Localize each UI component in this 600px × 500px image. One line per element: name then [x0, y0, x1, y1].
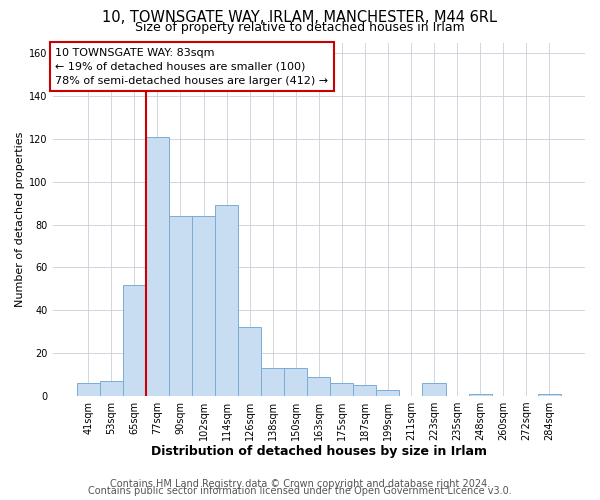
Bar	[353, 386, 376, 396]
Bar	[538, 394, 561, 396]
Bar	[422, 383, 446, 396]
Bar	[238, 328, 261, 396]
Bar	[307, 376, 330, 396]
Bar	[330, 383, 353, 396]
Bar	[376, 390, 400, 396]
Bar	[169, 216, 192, 396]
Bar	[146, 137, 169, 396]
X-axis label: Distribution of detached houses by size in Irlam: Distribution of detached houses by size …	[151, 444, 487, 458]
Text: 10, TOWNSGATE WAY, IRLAM, MANCHESTER, M44 6RL: 10, TOWNSGATE WAY, IRLAM, MANCHESTER, M4…	[103, 10, 497, 25]
Bar	[192, 216, 215, 396]
Y-axis label: Number of detached properties: Number of detached properties	[15, 132, 25, 307]
Text: 10 TOWNSGATE WAY: 83sqm
← 19% of detached houses are smaller (100)
78% of semi-d: 10 TOWNSGATE WAY: 83sqm ← 19% of detache…	[55, 48, 328, 86]
Text: Size of property relative to detached houses in Irlam: Size of property relative to detached ho…	[135, 21, 465, 34]
Bar	[469, 394, 491, 396]
Text: Contains public sector information licensed under the Open Government Licence v3: Contains public sector information licen…	[88, 486, 512, 496]
Bar	[123, 284, 146, 396]
Bar	[261, 368, 284, 396]
Bar	[100, 381, 123, 396]
Bar	[284, 368, 307, 396]
Bar	[77, 383, 100, 396]
Bar	[215, 206, 238, 396]
Text: Contains HM Land Registry data © Crown copyright and database right 2024.: Contains HM Land Registry data © Crown c…	[110, 479, 490, 489]
